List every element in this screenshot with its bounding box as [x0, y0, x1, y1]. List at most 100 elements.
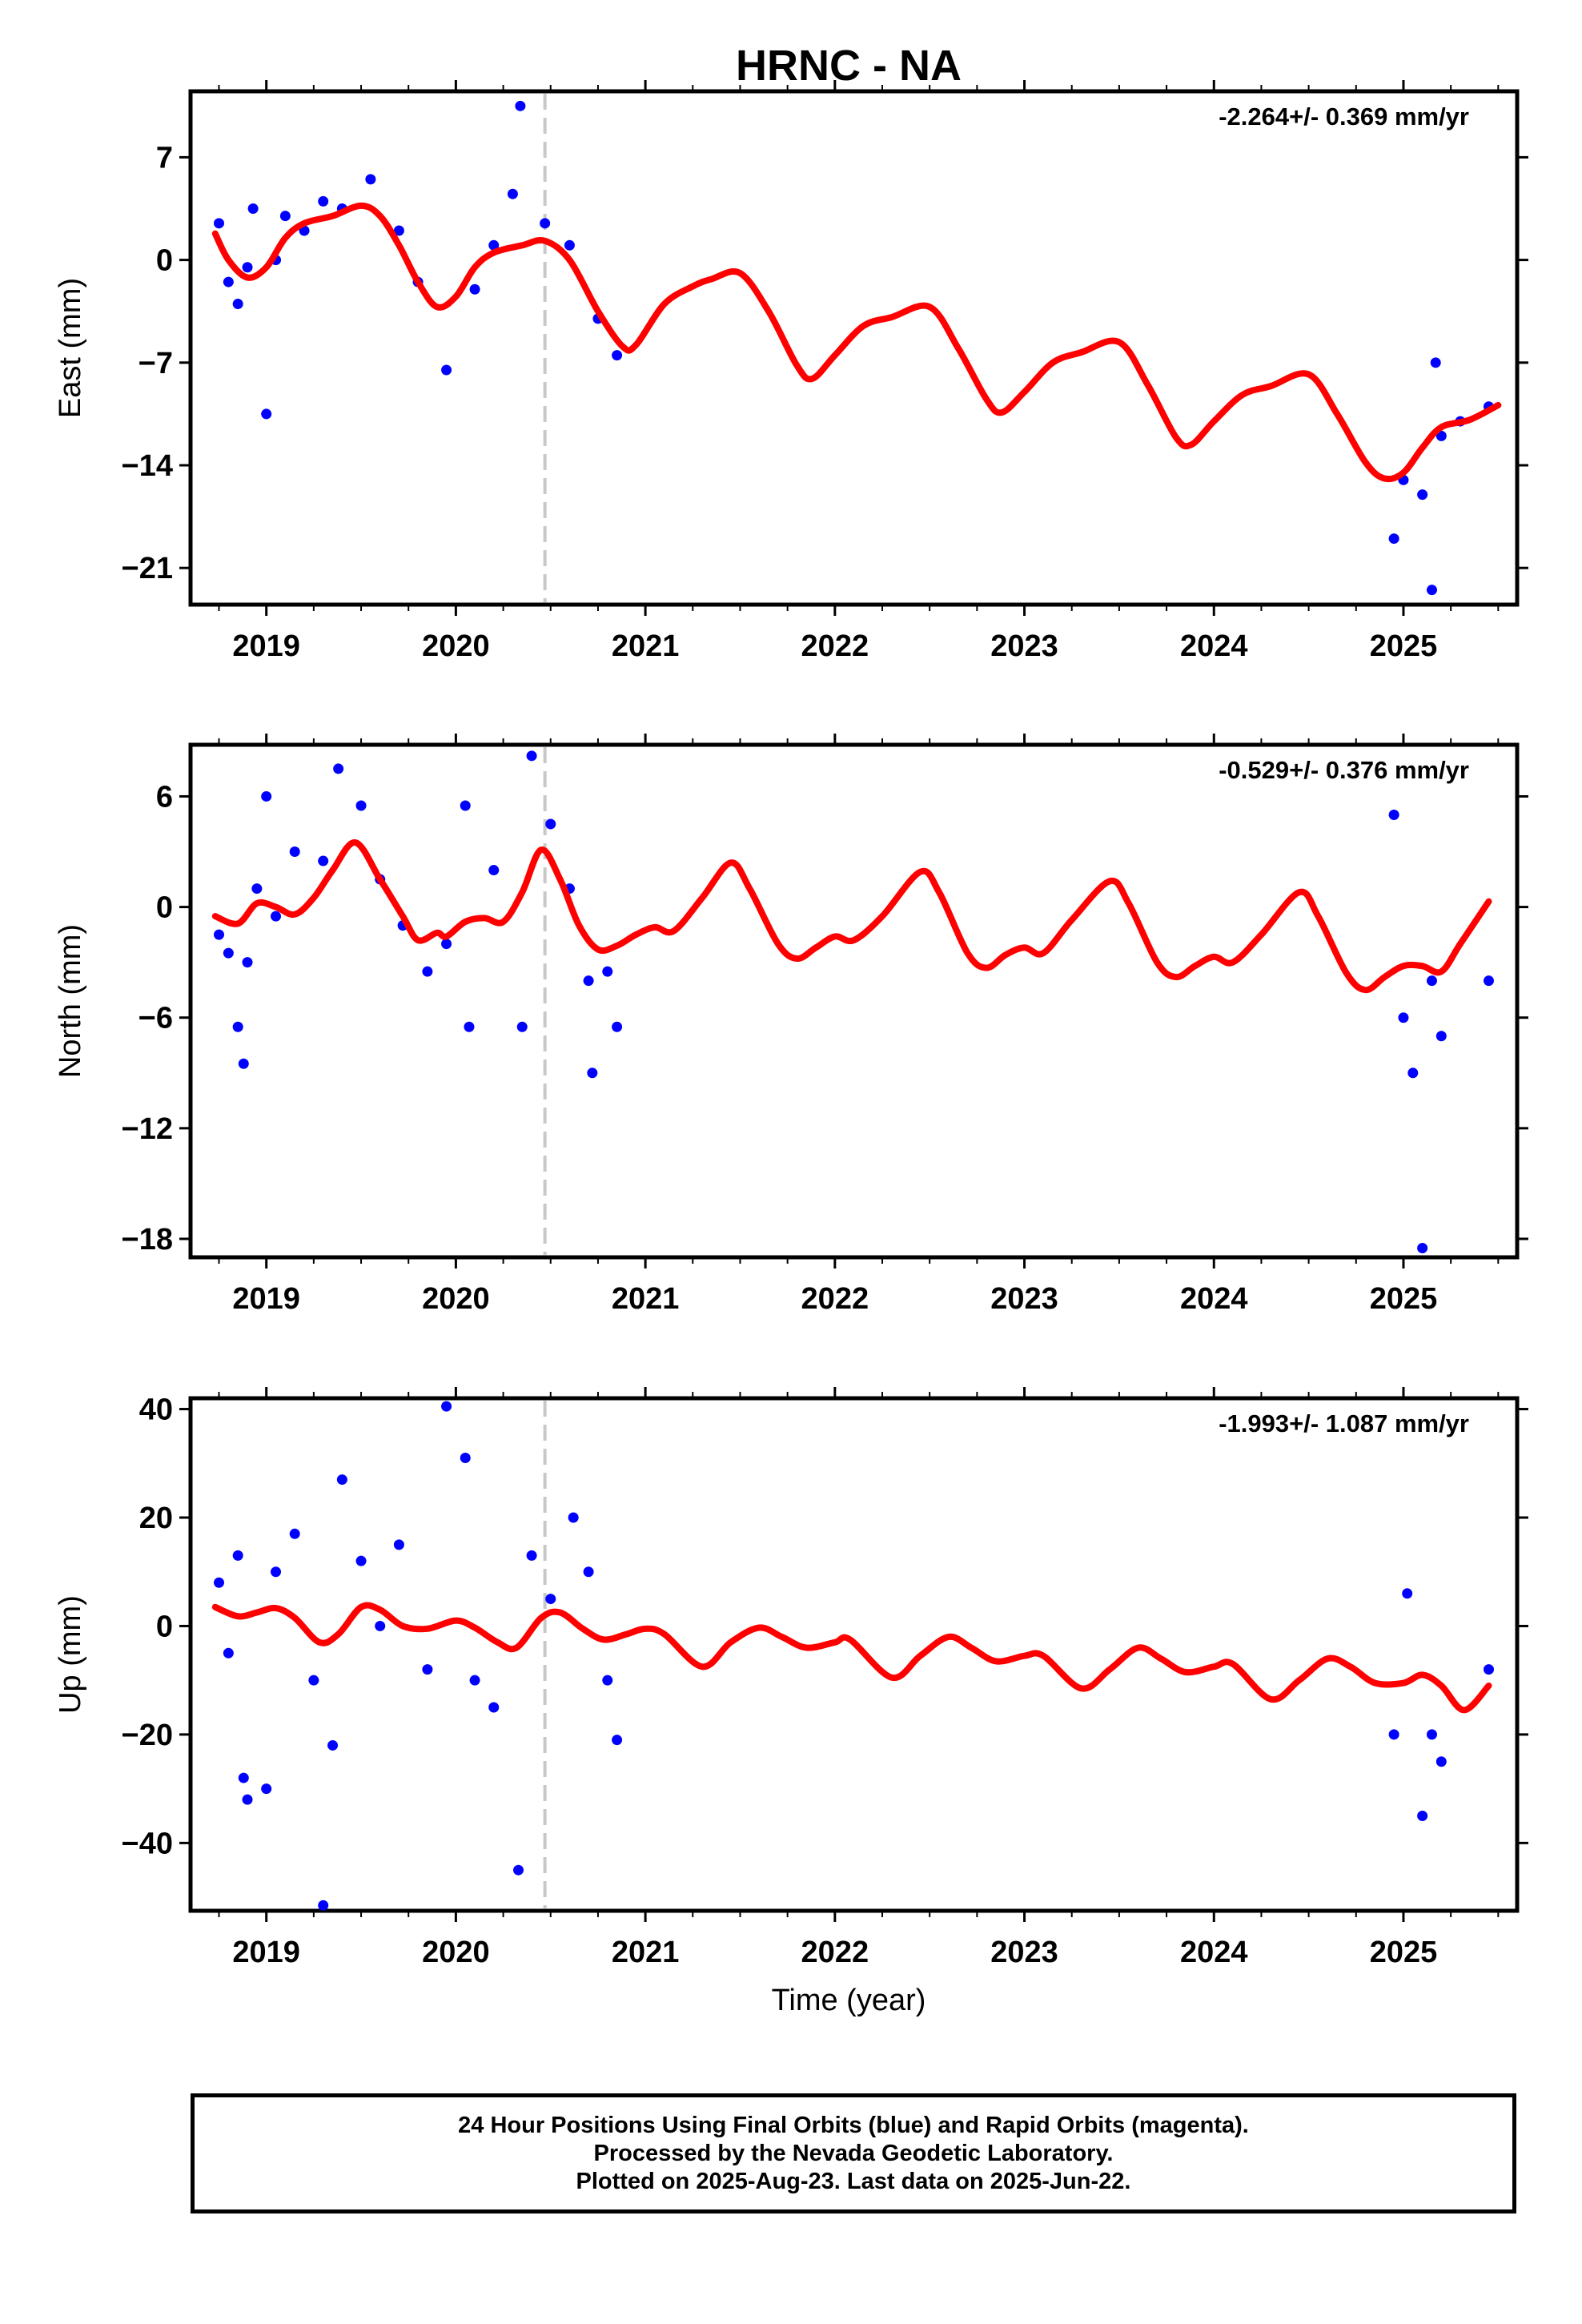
data-point	[1426, 1729, 1437, 1740]
footer-line-1: 24 Hour Positions Using Final Orbits (bl…	[458, 2112, 1249, 2138]
data-point	[261, 790, 272, 802]
data-point	[1407, 1068, 1419, 1079]
velocity-rate-label: -0.529+/- 0.376 mm/yr	[1219, 756, 1469, 784]
y-tick-label: −7	[139, 347, 173, 380]
data-point	[1388, 1729, 1399, 1740]
data-point	[516, 1021, 528, 1032]
y-axis-label: Up (mm)	[54, 1595, 87, 1714]
data-point	[238, 1058, 249, 1069]
data-point	[214, 218, 225, 229]
data-point	[583, 1566, 594, 1578]
data-point	[1402, 1588, 1413, 1599]
data-point	[441, 939, 452, 950]
data-point	[507, 188, 518, 199]
data-point	[318, 195, 329, 207]
x-tick-label: 2021	[612, 629, 680, 663]
data-point	[540, 218, 551, 229]
data-point	[318, 1900, 329, 1911]
y-tick-label: −20	[122, 1719, 173, 1752]
data-point	[261, 408, 272, 420]
x-tick-label: 2022	[801, 1936, 869, 1969]
data-point	[223, 276, 234, 287]
data-point	[242, 262, 253, 273]
data-point	[422, 966, 433, 977]
footer-line-2: Processed by the Nevada Geodetic Laborat…	[593, 2140, 1114, 2166]
data-point	[242, 957, 253, 968]
data-point	[232, 1550, 243, 1561]
data-point	[336, 1474, 347, 1486]
footer-info-box: 24 Hour Positions Using Final Orbits (bl…	[191, 2093, 1516, 2213]
data-point	[612, 1735, 623, 1746]
plot-frame	[188, 742, 1520, 1260]
data-point	[526, 750, 537, 762]
data-point	[469, 283, 480, 295]
y-tick-label: −21	[122, 552, 173, 585]
data-point	[232, 1021, 243, 1032]
data-point	[289, 1528, 300, 1539]
data-point	[247, 203, 259, 215]
data-point	[1430, 357, 1441, 368]
x-tick-label: 2023	[990, 1936, 1058, 1969]
data-point	[1426, 585, 1437, 596]
model-fit-curve	[211, 1602, 1492, 1714]
data-point	[242, 1794, 253, 1805]
data-point	[333, 763, 344, 774]
x-tick-label: 2024	[1180, 629, 1248, 663]
data-point	[393, 225, 404, 236]
data-point	[1426, 975, 1437, 987]
x-tick-label: 2022	[801, 1282, 869, 1316]
x-tick-label: 2024	[1180, 1936, 1248, 1969]
y-tick-label: −18	[122, 1223, 173, 1256]
y-tick-label: 0	[156, 891, 173, 925]
data-point	[526, 1550, 537, 1561]
y-tick-label: 40	[139, 1393, 173, 1427]
data-point	[1417, 489, 1428, 501]
data-point	[365, 174, 376, 185]
x-tick-label: 2020	[422, 1282, 490, 1316]
data-point	[1483, 975, 1494, 987]
panel-2: −18 −12 −6 0 6 2019 2020 2021 2022 2023 2024 2025 -0…	[54, 734, 1528, 1316]
y-tick-label: 7	[156, 141, 173, 175]
data-point	[568, 1512, 579, 1523]
data-point	[393, 1539, 404, 1550]
data-point	[515, 100, 526, 111]
y-tick-label: 20	[139, 1502, 173, 1535]
data-point	[308, 1675, 319, 1686]
data-point	[488, 865, 500, 876]
panel-1: −21 −14 −7 0 7 2019 2020 2021 2022 2023 2024 2025 -2…	[54, 80, 1528, 663]
data-point	[612, 1021, 623, 1032]
y-tick-label: −40	[122, 1827, 173, 1860]
data-point	[587, 1068, 598, 1079]
velocity-rate-label: -1.993+/- 1.087 mm/yr	[1219, 1409, 1469, 1437]
x-tick-label: 2019	[232, 629, 300, 663]
x-tick-label: 2020	[422, 1936, 490, 1969]
data-point	[460, 1452, 471, 1463]
data-point	[271, 1566, 282, 1578]
model-fit-curve	[211, 202, 1502, 483]
data-point	[251, 883, 263, 895]
x-tick-label: 2019	[232, 1936, 300, 1969]
x-tick-label: 2020	[422, 629, 490, 663]
data-point	[1388, 533, 1399, 545]
data-point	[1417, 1810, 1428, 1821]
data-point	[1483, 1664, 1494, 1675]
data-point	[232, 299, 243, 310]
panel-3: −40 −20 0 20 40 2019 2020 2021 2022 2023 2024 2025 -…	[54, 1387, 1528, 1969]
data-point	[513, 1864, 524, 1876]
y-axis-label: North (mm)	[54, 924, 87, 1078]
x-tick-label: 2022	[801, 629, 869, 663]
x-tick-label: 2019	[232, 1282, 300, 1316]
data-point	[1398, 1012, 1409, 1023]
data-point	[289, 846, 300, 858]
velocity-rate-label: -2.264+/- 0.369 mm/yr	[1219, 103, 1469, 131]
data-point	[464, 1021, 475, 1032]
x-tick-label: 2024	[1180, 1282, 1248, 1316]
data-point	[602, 966, 613, 977]
data-point	[545, 818, 556, 830]
data-point	[441, 1401, 452, 1412]
x-tick-label: 2021	[612, 1282, 680, 1316]
data-point	[441, 364, 452, 376]
x-tick-label: 2025	[1370, 1936, 1438, 1969]
plot-frame	[188, 1396, 1520, 1913]
data-point	[422, 1664, 433, 1675]
